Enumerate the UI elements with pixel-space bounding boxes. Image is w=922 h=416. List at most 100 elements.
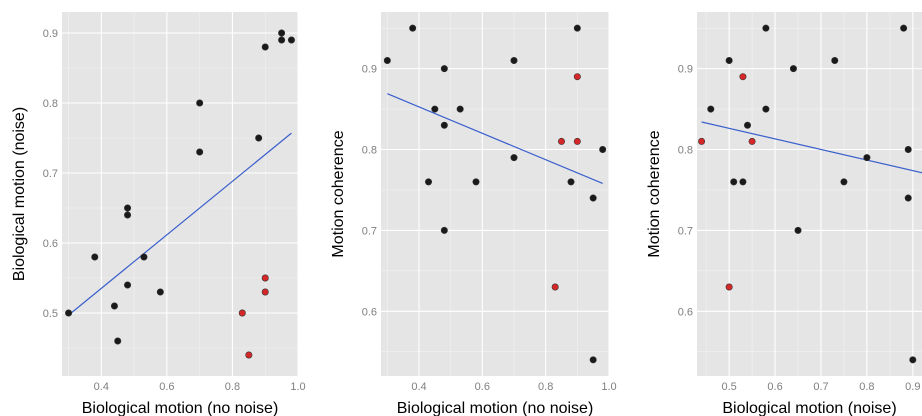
y-axis-title: Motion coherence (330, 130, 347, 257)
data-point-highlighted (245, 351, 253, 359)
data-point (707, 105, 715, 113)
data-point (510, 57, 518, 65)
x-tick-label: 0.9 (905, 381, 920, 393)
data-point (431, 105, 439, 113)
data-point (567, 178, 575, 186)
x-tick-label: 0.6 (475, 381, 490, 393)
data-point (440, 121, 448, 129)
data-point (261, 43, 269, 51)
y-tick-label: 0.5 (43, 308, 58, 320)
y-tick-label: 0.8 (362, 145, 377, 157)
data-point (140, 253, 148, 261)
data-point (91, 253, 99, 261)
data-point (739, 178, 747, 186)
y-axis-title: Motion coherence (646, 130, 663, 257)
x-tick-label: 0.6 (767, 381, 782, 393)
regression-line (387, 93, 603, 185)
data-point-highlighted (261, 274, 269, 282)
data-point (744, 121, 752, 129)
x-tick-label: 0.8 (859, 381, 874, 393)
scatter-panel-1: 0.4 0.6 0.8 1.0 0.5 0.6 0.7 0.8 0.9 Biological mo… (11, 12, 306, 416)
x-tick-label: 0.7 (813, 381, 828, 393)
y-axis-title: Biological motion (noise) (11, 107, 28, 281)
data-point (124, 211, 132, 219)
scatter-panel-3: 0.5 0.6 0.7 0.8 0.9 0.6 0.7 0.8 0.9 Biological mo… (646, 12, 922, 416)
data-point (65, 309, 73, 317)
data-point (863, 154, 871, 162)
data-point (456, 105, 464, 113)
x-axis-title: Biological motion (no noise) (82, 400, 279, 416)
data-point (900, 24, 908, 32)
y-tick-label: 0.9 (362, 64, 377, 76)
data-point-highlighted (698, 137, 706, 145)
data-point (196, 99, 204, 107)
plot-background (62, 12, 298, 376)
y-tick-label: 0.6 (43, 238, 58, 250)
data-point (589, 356, 597, 364)
data-point (840, 178, 848, 186)
x-tick-label: 1.0 (601, 381, 616, 393)
data-point (599, 146, 607, 154)
data-points (65, 29, 295, 359)
x-tick-label: 0.4 (411, 381, 426, 393)
data-points (383, 24, 607, 364)
data-point (762, 105, 770, 113)
data-point (472, 178, 480, 186)
y-tick-label: 0.6 (362, 306, 377, 318)
regression-line (701, 121, 922, 174)
data-point (156, 288, 164, 296)
data-point (110, 302, 118, 310)
data-point (287, 36, 295, 44)
x-tick-label: 0.8 (225, 381, 240, 393)
data-point-highlighted (238, 309, 246, 317)
data-point (440, 65, 448, 73)
data-point (589, 194, 597, 202)
y-tick-label: 0.7 (678, 225, 693, 237)
x-axis-title: Biological motion (no noise) (397, 400, 594, 416)
data-point (794, 226, 802, 234)
data-point-highlighted (261, 288, 269, 296)
data-point (789, 65, 797, 73)
regression-line (68, 132, 292, 316)
data-point-highlighted (725, 283, 733, 291)
y-tick-label: 0.7 (43, 168, 58, 180)
data-point (114, 337, 122, 345)
data-point (124, 281, 132, 289)
data-point (278, 36, 286, 44)
data-point-highlighted (748, 137, 756, 145)
data-point (424, 178, 432, 186)
y-tick-label: 0.9 (678, 64, 693, 76)
scatter-panel-2: 0.4 0.6 0.8 1.0 0.6 0.7 0.8 0.9 Biological motio… (330, 12, 617, 416)
x-tick-label: 1.0 (290, 381, 305, 393)
data-point (255, 134, 263, 142)
data-point-highlighted (573, 73, 581, 81)
data-point (909, 356, 917, 364)
x-tick-label: 0.5 (721, 381, 736, 393)
data-point (196, 148, 204, 156)
data-point (725, 57, 733, 65)
x-axis-title: Biological motion (noise) (722, 400, 896, 416)
data-point (762, 24, 770, 32)
data-point (904, 146, 912, 154)
data-point (904, 194, 912, 202)
y-tick-label: 0.9 (43, 28, 58, 40)
data-point (573, 24, 581, 32)
x-tick-label: 0.8 (538, 381, 553, 393)
data-point-highlighted (551, 283, 559, 291)
data-point (409, 24, 417, 32)
data-point (510, 154, 518, 162)
data-point-highlighted (557, 137, 565, 145)
x-tick-label: 0.6 (159, 381, 174, 393)
data-point (440, 226, 448, 234)
y-tick-label: 0.6 (678, 306, 693, 318)
data-point (278, 29, 286, 37)
x-tick-label: 0.4 (94, 381, 109, 393)
data-point (124, 204, 132, 212)
y-tick-label: 0.7 (362, 225, 377, 237)
data-point (831, 57, 839, 65)
data-point (383, 57, 391, 65)
data-points (698, 24, 917, 364)
plot-background (697, 12, 922, 376)
data-point-highlighted (739, 73, 747, 81)
